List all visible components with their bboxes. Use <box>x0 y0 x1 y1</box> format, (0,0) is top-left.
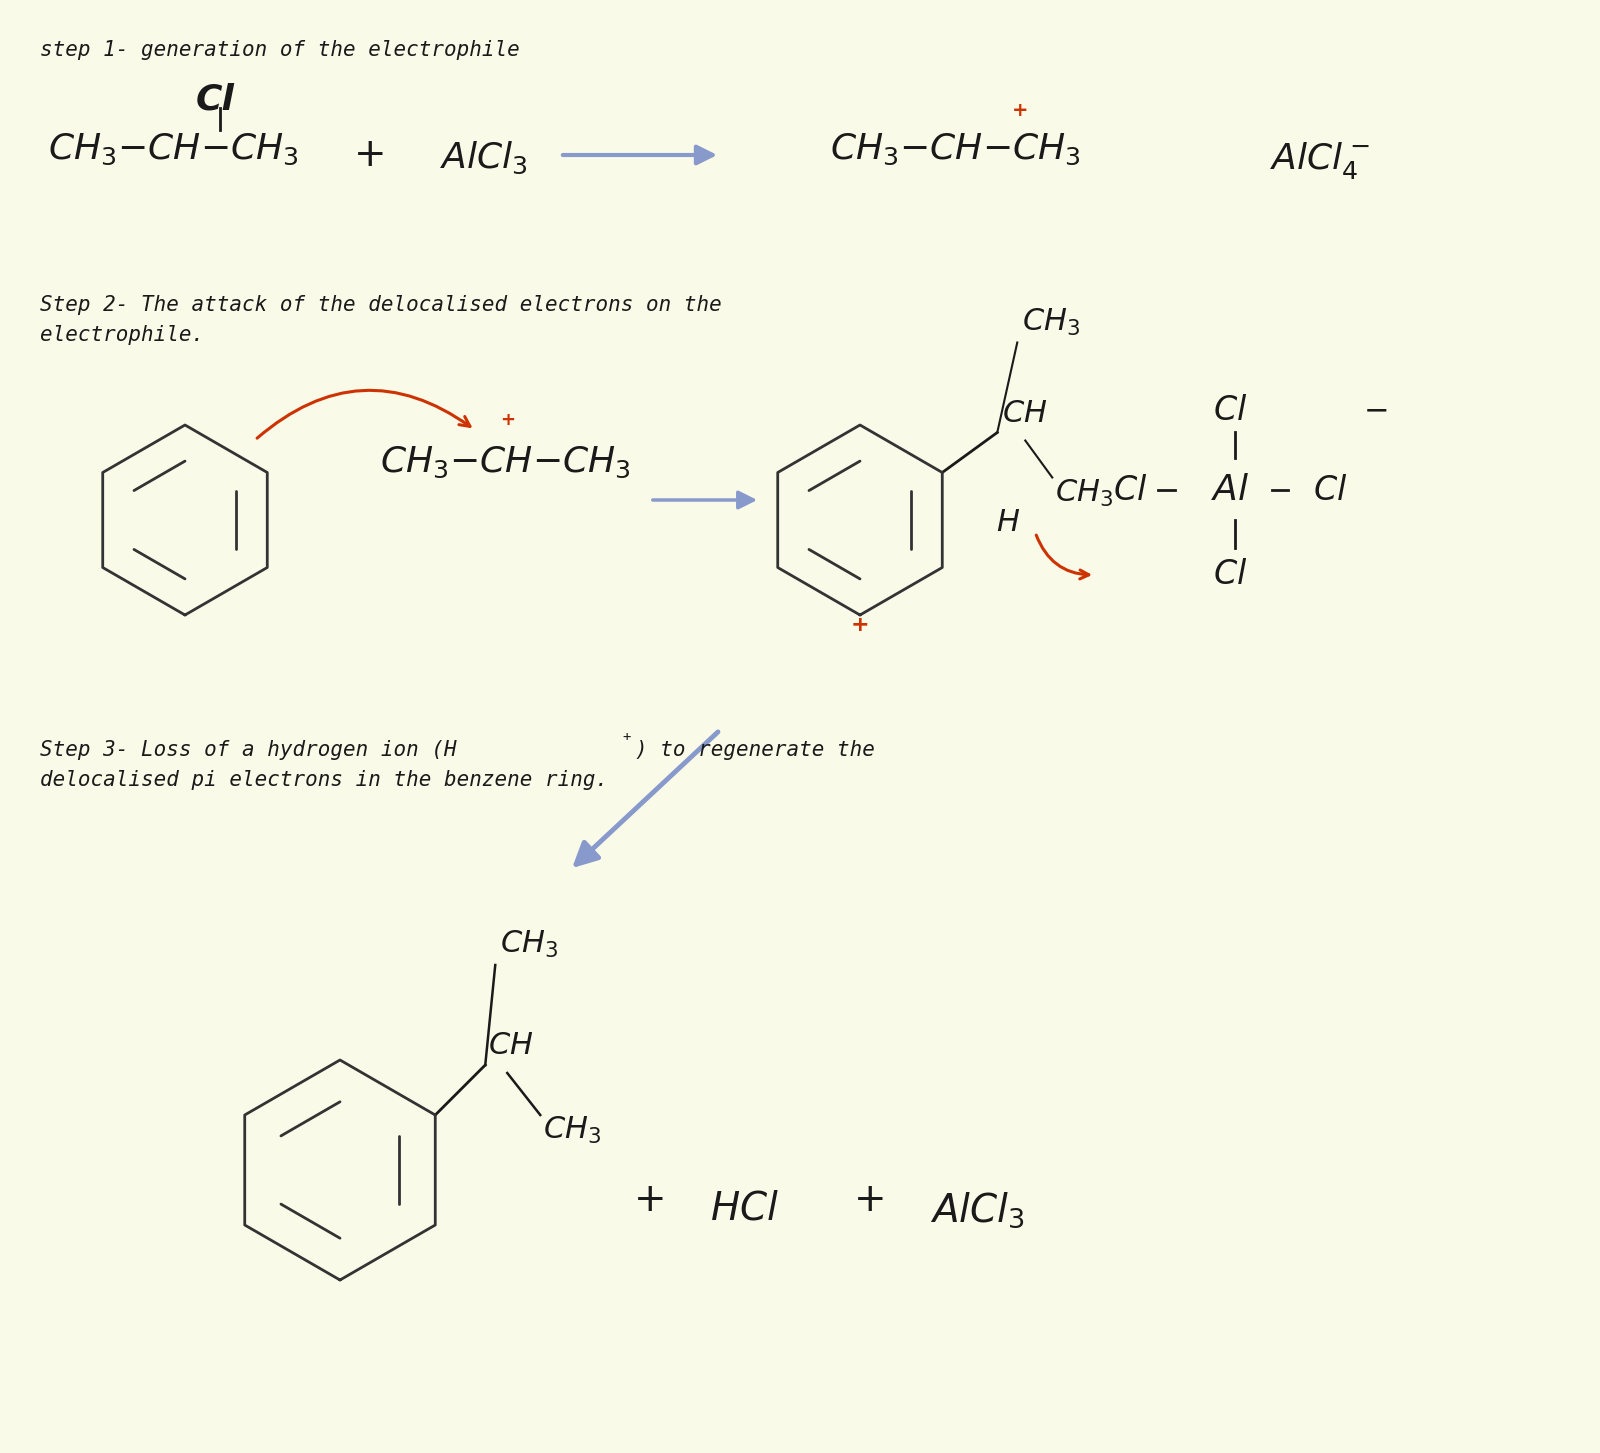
Text: Cl: Cl <box>195 81 235 116</box>
Text: Step 2- The attack of the delocalised electrons on the: Step 2- The attack of the delocalised el… <box>40 295 722 315</box>
Text: delocalised pi electrons in the benzene ring.: delocalised pi electrons in the benzene … <box>40 770 608 790</box>
Text: step 1- generation of the electrophile: step 1- generation of the electrophile <box>40 41 520 60</box>
Text: $\mathit{Cl}$: $\mathit{Cl}$ <box>1213 394 1248 427</box>
Text: $\mathit{CH_3}$: $\mathit{CH_3}$ <box>544 1114 602 1146</box>
Text: $\mathit{CH_3}$: $\mathit{CH_3}$ <box>1022 307 1080 337</box>
Text: +: + <box>1011 100 1029 119</box>
Text: $\mathit{AlCl_3}$: $\mathit{AlCl_3}$ <box>440 139 528 176</box>
Text: $\mathit{AlCl_4^-}$: $\mathit{AlCl_4^-}$ <box>1270 139 1370 182</box>
Text: $\mathit{Cl}$: $\mathit{Cl}$ <box>1213 558 1248 591</box>
Text: electrophile.: electrophile. <box>40 325 205 344</box>
Text: ) to regenerate the: ) to regenerate the <box>635 740 875 760</box>
Text: $\mathit{CH_3{-}CH{-}CH_3}$: $\mathit{CH_3{-}CH{-}CH_3}$ <box>48 132 299 167</box>
Text: $\mathit{CH_3}$: $\mathit{CH_3}$ <box>501 928 558 960</box>
Text: $\mathit{CH_3{-}CH{-}CH_3}$: $\mathit{CH_3{-}CH{-}CH_3}$ <box>830 132 1080 167</box>
Text: +: + <box>851 615 869 635</box>
Text: $\mathit{Cl}$: $\mathit{Cl}$ <box>1312 474 1347 507</box>
Text: Step 3- Loss of a hydrogen ion (H: Step 3- Loss of a hydrogen ion (H <box>40 740 456 760</box>
Text: $\mathit{HCl}$: $\mathit{HCl}$ <box>710 1190 779 1228</box>
Text: +: + <box>622 729 630 744</box>
Text: $\mathit{CH}$: $\mathit{CH}$ <box>1002 398 1048 427</box>
Text: +: + <box>354 137 386 174</box>
Text: $-$: $-$ <box>1363 395 1387 424</box>
Text: $\mathit{Cl}$: $\mathit{Cl}$ <box>1112 474 1147 507</box>
Text: $\mathit{Al}$: $\mathit{Al}$ <box>1211 474 1250 507</box>
Text: +: + <box>501 411 515 429</box>
Text: $\mathit{CH_3}$: $\mathit{CH_3}$ <box>1056 478 1114 509</box>
Text: $\mathit{CH_3{-}CH{-}CH_3}$: $\mathit{CH_3{-}CH{-}CH_3}$ <box>381 445 630 481</box>
Text: $\mathit{CH}$: $\mathit{CH}$ <box>488 1032 534 1061</box>
Text: +: + <box>634 1181 666 1219</box>
Text: $\mathit{AlCl_3}$: $\mathit{AlCl_3}$ <box>930 1190 1024 1229</box>
Text: +: + <box>854 1181 886 1219</box>
Text: $\mathit{H}$: $\mathit{H}$ <box>997 509 1021 538</box>
